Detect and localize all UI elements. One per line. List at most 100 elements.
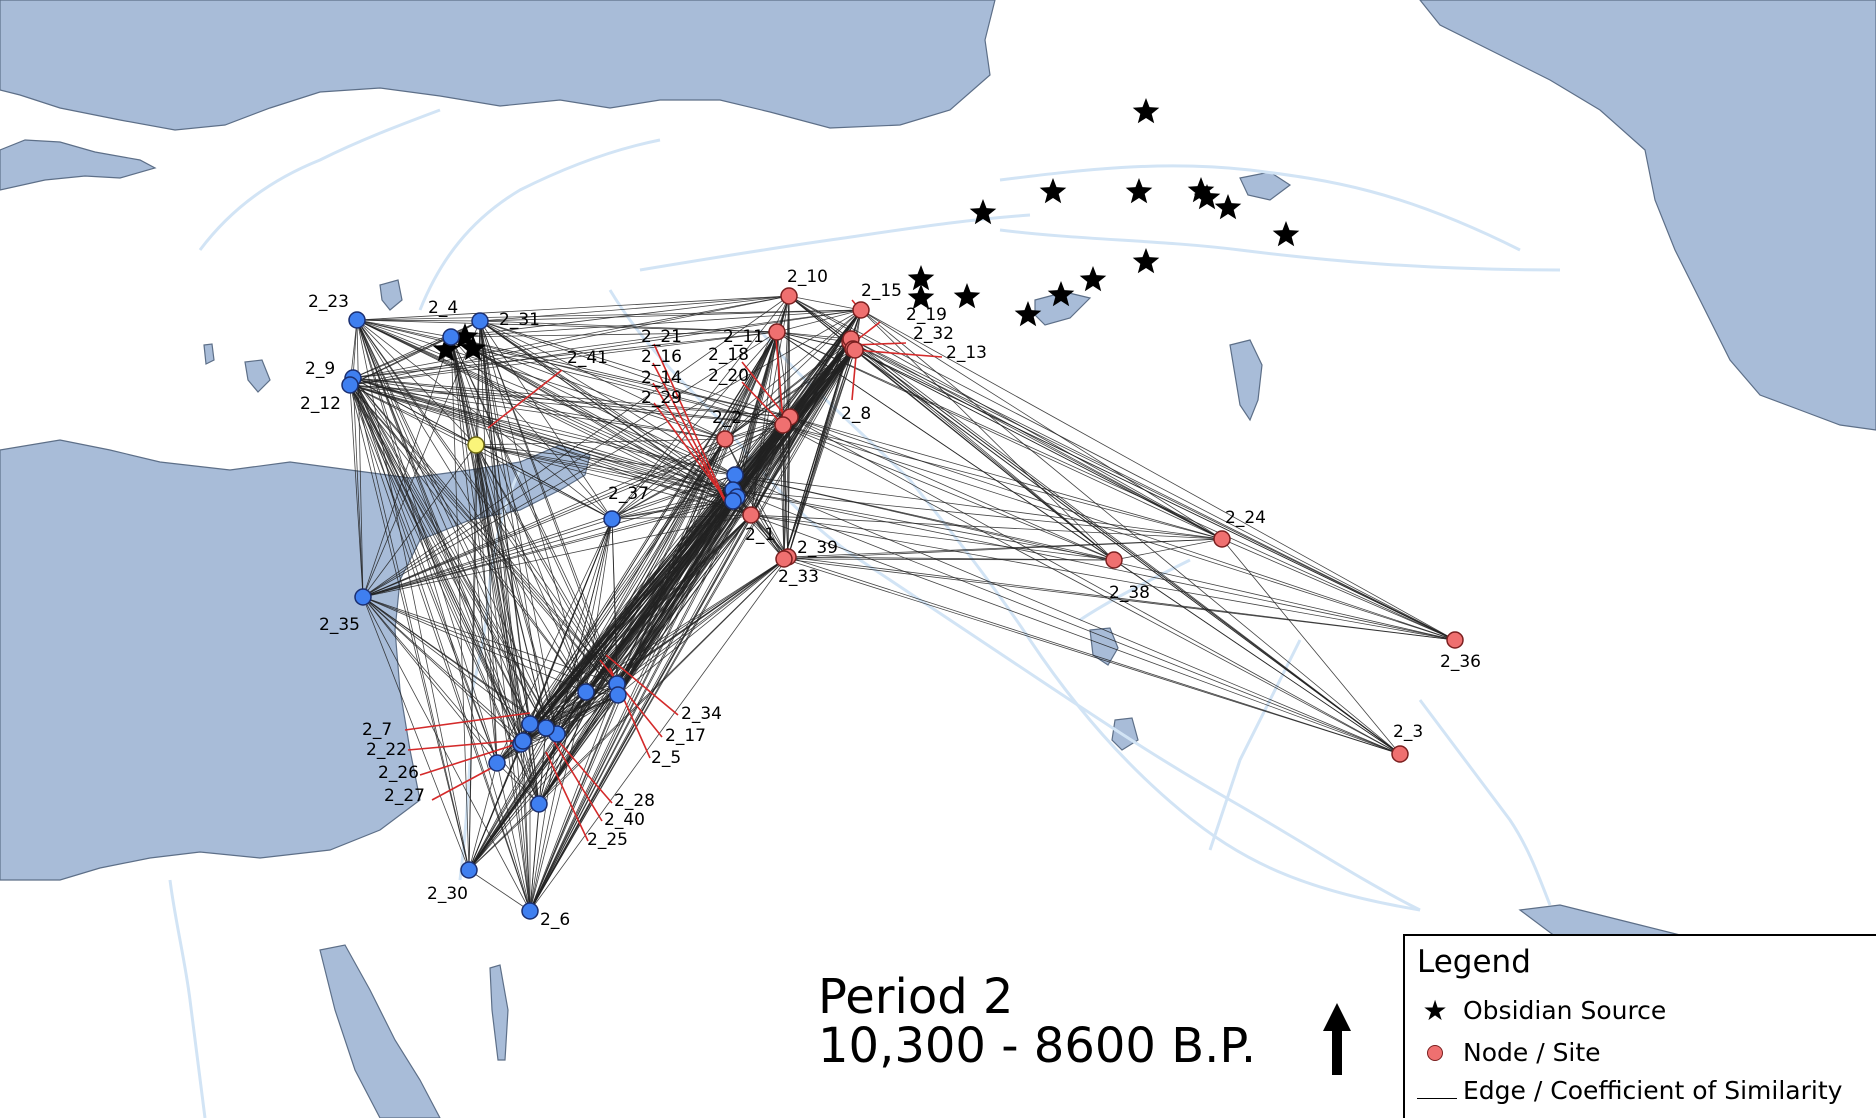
- edge-line: [356, 319, 470, 871]
- lake-beysehir: [244, 359, 271, 393]
- period-title: Period 2: [818, 969, 1014, 1025]
- edge-line: [362, 596, 531, 725]
- river-zab: [1079, 558, 1191, 622]
- edge-line: [854, 349, 1401, 755]
- edge-line: [349, 384, 791, 418]
- edge-line: [362, 596, 587, 693]
- edge-line: [529, 331, 778, 725]
- edge-line: [529, 424, 784, 912]
- site-label-2_39: 2_39: [797, 538, 838, 558]
- legend: Legend ★ Obsidian Source Node / Site Edg…: [1403, 934, 1876, 1118]
- site-node-2_30: [460, 861, 478, 879]
- site-label-2_21: 2_21: [641, 327, 682, 347]
- edge-line: [787, 556, 1456, 641]
- site-node-2_33: [775, 550, 793, 568]
- edge-line: [475, 438, 726, 446]
- site-node-2_37: [603, 510, 621, 528]
- edge-line: [529, 338, 852, 725]
- edge-line: [356, 319, 477, 446]
- site-label-2_25: 2_25: [587, 830, 628, 850]
- edge-line: [750, 514, 1456, 641]
- edge-line: [352, 377, 531, 725]
- site-label-2_17: 2_17: [665, 726, 706, 746]
- edge-line: [362, 596, 540, 805]
- edge-line: [782, 424, 1456, 641]
- site-node-2_35: [354, 588, 372, 606]
- obsidian-source-star-icon: [1132, 98, 1160, 124]
- obsidian-source-star-icon: [1125, 178, 1153, 204]
- site-node-2_31: [471, 312, 489, 330]
- edge-line: [450, 336, 791, 418]
- edge-line: [529, 683, 618, 912]
- edge-line: [362, 596, 522, 745]
- edge-line: [450, 336, 613, 520]
- edge-line: [356, 295, 790, 321]
- lake-tuz: [379, 279, 403, 311]
- edge-line: [356, 319, 726, 440]
- edge-line: [724, 438, 785, 560]
- edge-line: [352, 377, 784, 426]
- edge-line: [850, 338, 1115, 561]
- edge-line: [356, 319, 481, 322]
- node-icon: [1427, 1045, 1443, 1061]
- edge-line: [529, 556, 789, 725]
- obsidian-source-star-icon: [969, 199, 997, 225]
- edge-line: [860, 309, 1115, 561]
- edge-line: [362, 424, 784, 598]
- edge-line: [349, 384, 734, 491]
- site-label-2_10: 2_10: [787, 267, 828, 287]
- obsidian-source-star-icon: [1039, 178, 1067, 204]
- edge-line: [352, 377, 738, 498]
- edge-line: [468, 349, 856, 871]
- north-arrow-icon: [1323, 1003, 1351, 1075]
- obsidian-source-star-icon: [1079, 266, 1107, 292]
- legend-item-label: Node / Site: [1463, 1038, 1601, 1067]
- site-node-2_29: [724, 492, 742, 510]
- site-label-2_23: 2_23: [308, 292, 349, 312]
- obsidian-source-star-icon: [907, 284, 935, 310]
- edge-line: [479, 295, 790, 322]
- edge-line: [356, 319, 452, 338]
- obsidian-source-star-icon: [1187, 177, 1215, 203]
- site-node-2_5: [609, 686, 627, 704]
- site-label-2_1: 2_1: [745, 525, 775, 545]
- edge-line: [520, 743, 540, 805]
- site-label-2_32: 2_32: [913, 324, 954, 344]
- edge-line: [475, 444, 524, 742]
- leader-line: [653, 402, 730, 505]
- edge-line: [585, 556, 789, 693]
- edge-line: [349, 384, 498, 764]
- leader-line: [853, 349, 943, 358]
- site-label-2_29: 2_29: [641, 388, 682, 408]
- edge-line: [450, 331, 778, 338]
- edge-line: [849, 341, 1115, 561]
- edge-line: [782, 424, 789, 558]
- edge-line: [450, 336, 522, 745]
- edge-line: [782, 424, 1115, 561]
- site-label-2_37: 2_37: [608, 484, 649, 504]
- edge-line: [1221, 538, 1456, 641]
- edge-line: [349, 384, 524, 742]
- edge-line: [849, 341, 1223, 540]
- river-sakarya: [198, 108, 441, 251]
- obsidian-source-star-icon: [907, 265, 935, 291]
- site-label-2_31: 2_31: [499, 310, 540, 330]
- network-edges: [349, 295, 1456, 912]
- edge-line: [750, 514, 1223, 540]
- edge-line: [356, 319, 734, 491]
- site-node-2_12: [341, 376, 359, 394]
- edge-line: [1221, 538, 1401, 755]
- site-node-2_28: [530, 795, 548, 813]
- edge-line: [556, 556, 789, 735]
- site-label-2_11: 2_11: [723, 327, 764, 347]
- edge-line: [352, 309, 862, 379]
- edge-line: [349, 384, 540, 805]
- edge-line: [356, 319, 613, 520]
- edge-line: [850, 338, 1401, 755]
- site-label-2_38: 2_38: [1109, 583, 1150, 603]
- site-label-2_20: 2_20: [708, 366, 749, 386]
- site-node-2_10: [780, 287, 798, 305]
- edge-line: [352, 377, 791, 418]
- edge-line: [787, 556, 1401, 755]
- edge-line: [750, 514, 1401, 755]
